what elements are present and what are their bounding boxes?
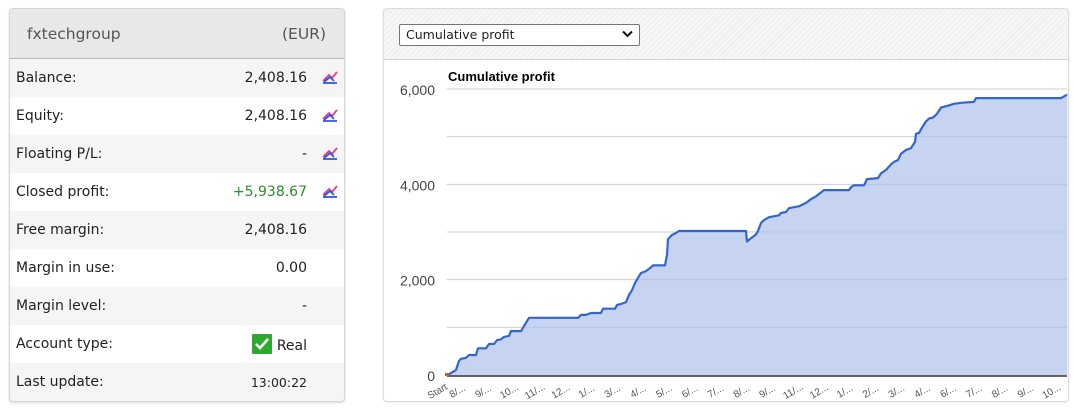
row-value-text: 2,408.16 — [244, 70, 307, 86]
row-value-text: 13:00:22 — [250, 374, 307, 390]
account-row-free-margin: Free margin: 2,408.16 — [10, 211, 344, 249]
x-tick-label: 1/... — [835, 383, 855, 401]
x-tick-label: 12... — [550, 382, 572, 401]
x-tick-label: 8/... — [732, 383, 752, 401]
profit-line — [446, 93, 1068, 376]
x-tick-label: 10... — [498, 382, 520, 401]
row-value-text: +5,938.67 — [232, 184, 307, 200]
row-value: 2,408.16 — [245, 70, 307, 86]
line-chart-icon[interactable] — [321, 107, 339, 123]
row-label: Account type: — [16, 336, 113, 352]
x-tick-label: 9/... — [758, 383, 778, 401]
x-tick-label: 8/... — [448, 383, 468, 401]
chart-panel: Cumulative profit Cumulative profit 0 2,00… — [383, 8, 1069, 402]
x-tick-label: 1/... — [577, 383, 597, 401]
row-label: Margin level: — [16, 298, 107, 314]
cumulative-profit-chart[interactable]: Cumulative profit02,0004,0006,000Start8/… — [384, 59, 1069, 402]
row-value: - — [302, 298, 307, 314]
account-row-floating-p-l: Floating P/L: - — [10, 135, 344, 173]
x-tick-label: 4/... — [629, 383, 649, 401]
y-tick-label: 2,000 — [400, 273, 435, 289]
check-icon — [251, 334, 272, 354]
chevron-down-icon — [622, 30, 633, 38]
x-tick-label: 3/... — [887, 383, 907, 401]
account-header: fxtechgroup (EUR) — [10, 9, 344, 59]
row-label: Last update: — [16, 374, 104, 390]
chart-toolbar: Cumulative profit — [384, 9, 1068, 60]
account-row-last-update: Last update: 13:00:22 — [10, 363, 344, 401]
x-tick-label: 6/... — [680, 383, 700, 401]
x-tick-label: 2/... — [861, 383, 881, 401]
row-label: Margin in use: — [16, 260, 115, 276]
row-value: Real — [251, 334, 307, 354]
x-tick-label: 10... — [1041, 382, 1063, 401]
x-tick-label: 9/... — [1016, 383, 1036, 401]
y-tick-label: 0 — [427, 368, 435, 384]
y-tick-label: 6,000 — [400, 82, 435, 98]
line-chart-icon[interactable] — [321, 145, 339, 161]
x-tick-label: 4/... — [913, 383, 933, 401]
x-tick-label: 3/... — [603, 383, 623, 401]
row-value-text: - — [301, 298, 307, 314]
row-label: Floating P/L: — [16, 146, 103, 162]
account-row-margin-level: Margin level: - — [10, 287, 344, 325]
account-currency: (EUR) — [281, 24, 326, 43]
row-label: Free margin: — [16, 222, 105, 238]
account-row-balance: Balance: 2,408.16 — [10, 59, 344, 97]
x-tick-label: 11/... — [781, 382, 805, 402]
row-label: Equity: — [16, 108, 64, 124]
line-chart-icon[interactable] — [321, 183, 339, 199]
row-value: - — [302, 146, 307, 162]
account-name: fxtechgroup — [27, 24, 121, 43]
y-tick-label: 4,000 — [400, 177, 435, 193]
row-value-text: 2,408.16 — [244, 222, 307, 238]
row-value-text: 0.00 — [275, 260, 307, 276]
row-value-text: - — [301, 146, 307, 162]
start-marker — [445, 373, 449, 376]
account-row-closed-profit: Closed profit: +5,938.67 — [10, 173, 344, 211]
row-value: +5,938.67 — [233, 184, 307, 200]
row-value: 2,408.16 — [245, 222, 307, 238]
x-tick-label: 8/... — [990, 383, 1010, 401]
row-value: 13:00:22 — [251, 375, 307, 390]
row-value: 2,408.16 — [245, 108, 307, 124]
x-tick-label: 7/... — [964, 383, 984, 401]
x-tick-label: 7/... — [706, 383, 726, 401]
chart-type-select[interactable]: Cumulative profit — [399, 24, 640, 46]
row-label: Balance: — [16, 70, 77, 86]
account-rows: Balance: 2,408.16 Equity: 2,408.16 Floating … — [10, 59, 344, 401]
row-value-text: 2,408.16 — [244, 108, 307, 124]
line-chart-icon[interactable] — [321, 69, 339, 85]
row-value-text: Real — [276, 338, 307, 354]
account-row-account-type: Account type: Real — [10, 325, 344, 363]
chart-title: Cumulative profit — [448, 69, 556, 84]
row-label: Closed profit: — [16, 184, 110, 200]
x-tick-label: 12... — [808, 382, 830, 401]
account-row-margin-in-use: Margin in use: 0.00 — [10, 249, 344, 287]
x-tick-label: Start — [426, 382, 450, 402]
chart-type-select-value: Cumulative profit — [406, 27, 515, 42]
x-tick-label: 11/... — [523, 382, 547, 402]
x-tick-label: 5/... — [654, 383, 674, 401]
account-row-equity: Equity: 2,408.16 — [10, 97, 344, 135]
row-value: 0.00 — [276, 260, 307, 276]
account-summary-panel: fxtechgroup (EUR) Balance: 2,408.16 Equity… — [9, 8, 345, 402]
x-tick-label: 9/... — [474, 383, 494, 401]
x-tick-label: 6/... — [938, 383, 958, 401]
